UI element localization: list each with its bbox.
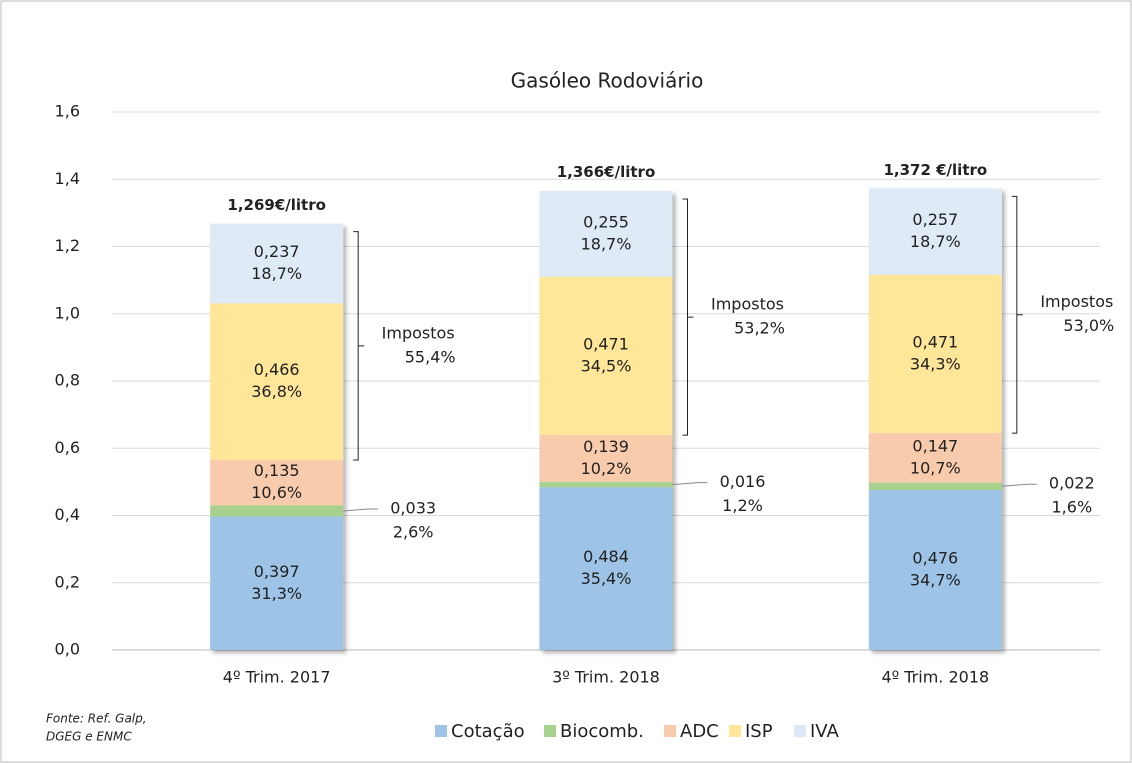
leader-line: [1001, 483, 1037, 487]
leader-line: [672, 482, 708, 486]
bar-segment: [539, 191, 673, 277]
share-label: 31,3%: [251, 584, 302, 603]
value-label: 0,255: [583, 212, 629, 231]
tax-label: Impostos: [1040, 292, 1113, 311]
value-label: 0,476: [912, 548, 958, 567]
bar-segment: [868, 188, 1002, 275]
total-label: 1,366€/litro: [557, 163, 656, 181]
tax-share-label: 53,0%: [1063, 316, 1114, 335]
bar-segment: [539, 487, 673, 650]
share-label: 34,5%: [581, 356, 632, 375]
leader-line: [343, 508, 379, 512]
bar-segment: [539, 481, 673, 488]
x-tick-label: 3º Trim. 2018: [552, 668, 660, 687]
legend-label: Biocomb.: [560, 721, 644, 742]
legend-swatch: [729, 725, 741, 737]
legend-swatch: [664, 725, 676, 737]
value-label: 0,471: [583, 334, 629, 353]
bar-stack: [210, 223, 344, 650]
y-tick-label: 0,8: [55, 371, 80, 390]
share-label: 35,4%: [581, 569, 632, 588]
y-tick-label: 1,0: [55, 303, 80, 322]
y-tick-label: 0,2: [55, 572, 80, 591]
legend-swatch: [435, 725, 447, 737]
x-tick-label: 4º Trim. 2017: [223, 668, 331, 687]
value-label: 0,466: [254, 360, 300, 379]
value-label: 0,135: [254, 461, 300, 480]
share-label: 1,2%: [722, 496, 763, 515]
legend-label: IVA: [810, 721, 839, 742]
bar-segment: [868, 433, 1002, 483]
y-tick-label: 1,2: [55, 236, 80, 255]
tax-share-label: 53,2%: [734, 319, 785, 338]
tax-label: Impostos: [711, 295, 784, 314]
legend-swatch: [794, 725, 806, 737]
value-label: 0,016: [720, 472, 766, 491]
bar-segment: [868, 482, 1002, 490]
share-label: 34,7%: [910, 570, 961, 589]
share-label: 18,7%: [581, 234, 632, 253]
value-label: 0,471: [912, 332, 958, 351]
total-label: 1,269€/litro: [227, 196, 326, 214]
y-tick-label: 0,4: [55, 505, 80, 524]
value-label: 0,033: [390, 498, 436, 517]
share-label: 36,8%: [251, 382, 302, 401]
source: Fonte: Ref. Galp,: [46, 712, 147, 726]
y-tick-label: 0,0: [55, 640, 80, 659]
legend-label: ADC: [680, 721, 719, 742]
y-tick-label: 1,6: [55, 102, 80, 121]
bar-segment: [210, 505, 344, 517]
source: DGEG e ENMC: [46, 730, 132, 744]
tax-label: Impostos: [382, 323, 455, 342]
chart-title: Gasóleo Rodoviário: [511, 69, 704, 93]
share-label: 1,6%: [1052, 498, 1093, 517]
value-label: 0,397: [254, 562, 300, 581]
share-label: 10,2%: [581, 459, 632, 478]
bar-stack: [868, 188, 1002, 650]
bar-stack: [539, 191, 673, 650]
bar-segment: [868, 489, 1002, 650]
bar-segment: [539, 435, 673, 482]
legend-label: Cotação: [451, 721, 525, 742]
y-tick-label: 1,4: [55, 169, 80, 188]
x-tick-label: 4º Trim. 2018: [881, 668, 989, 687]
y-tick-label: 0,6: [55, 438, 80, 457]
total-label: 1,372 €/litro: [883, 161, 987, 179]
tax-bracket: [1011, 195, 1023, 434]
bar-segment: [210, 460, 344, 506]
share-label: 18,7%: [910, 232, 961, 251]
share-label: 18,7%: [251, 264, 302, 283]
legend-label: ISP: [745, 721, 773, 742]
tax-bracket: [353, 231, 365, 461]
bar-segment: [539, 276, 673, 436]
share-label: 34,3%: [910, 354, 961, 373]
share-label: 2,6%: [393, 522, 434, 541]
value-label: 0,237: [254, 242, 300, 261]
bar-segment: [210, 516, 344, 650]
bar-segment: [210, 303, 344, 461]
legend-swatch: [544, 725, 556, 737]
value-label: 0,484: [583, 547, 629, 566]
value-label: 0,139: [583, 437, 629, 456]
value-label: 0,147: [912, 436, 958, 455]
bar-segment: [868, 274, 1002, 434]
value-label: 0,022: [1049, 474, 1095, 493]
value-label: 0,257: [912, 210, 958, 229]
tax-share-label: 55,4%: [405, 347, 456, 366]
bar-segment: [210, 223, 344, 304]
share-label: 10,6%: [251, 483, 302, 502]
share-label: 10,7%: [910, 458, 961, 477]
tax-bracket: [682, 198, 694, 436]
